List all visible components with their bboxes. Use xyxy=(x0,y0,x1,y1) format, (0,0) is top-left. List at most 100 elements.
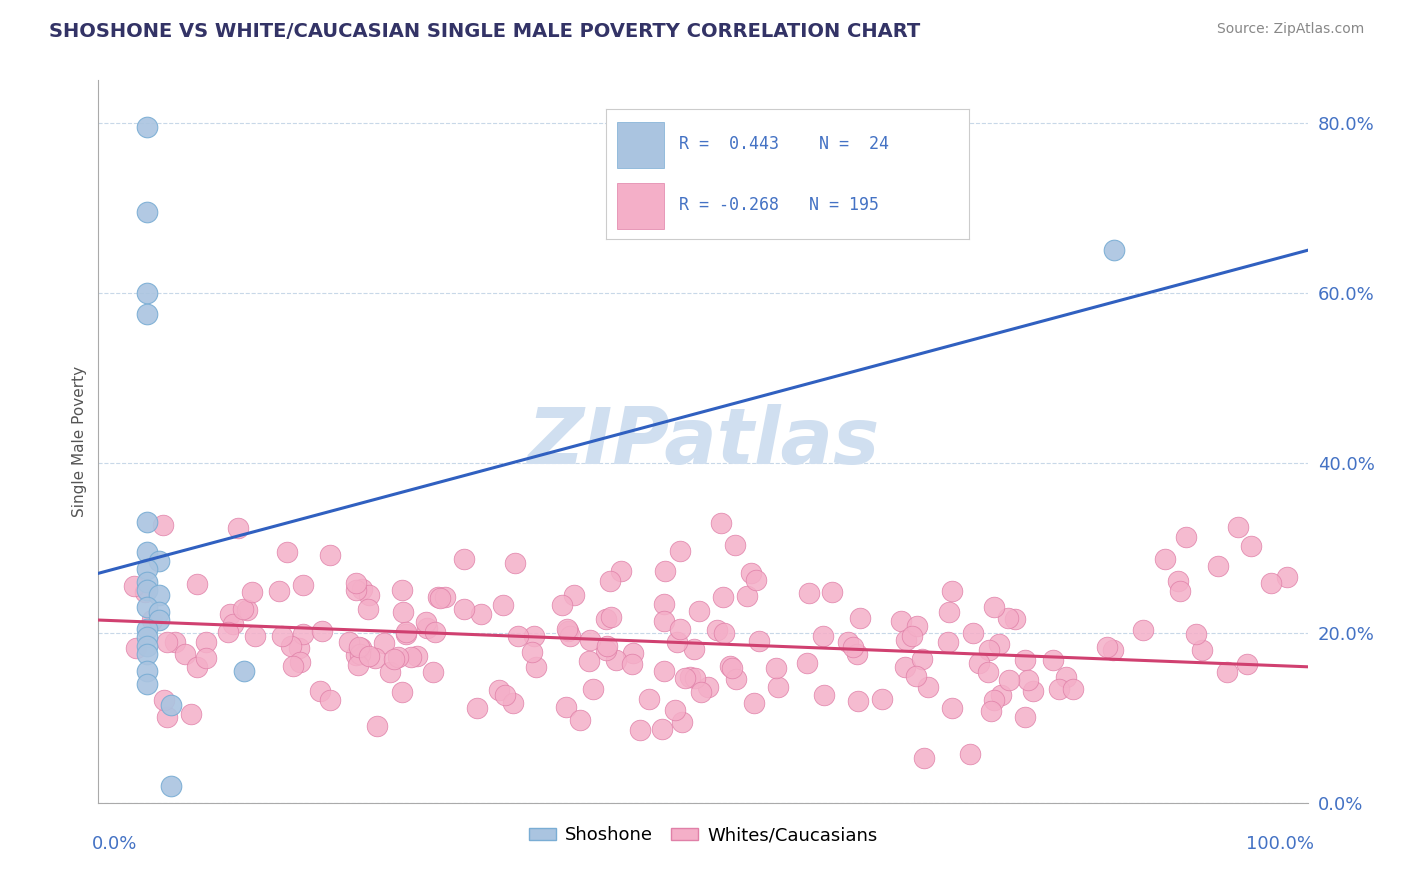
Point xyxy=(236,603,259,617)
Point xyxy=(599,574,621,589)
Point xyxy=(148,605,170,619)
Point xyxy=(652,664,675,678)
Point xyxy=(122,579,145,593)
Point xyxy=(1226,520,1249,534)
Point xyxy=(894,633,917,648)
Point xyxy=(941,700,963,714)
Point xyxy=(664,703,686,717)
Point xyxy=(195,635,218,649)
Point xyxy=(557,622,579,636)
Point xyxy=(1184,627,1206,641)
Point xyxy=(141,613,163,627)
Point xyxy=(652,597,675,611)
Point xyxy=(697,680,720,694)
Point xyxy=(391,605,413,619)
Point xyxy=(465,700,488,714)
Point xyxy=(426,590,449,604)
Point xyxy=(194,651,217,665)
Point xyxy=(319,692,342,706)
Point xyxy=(135,664,157,678)
Point xyxy=(245,629,267,643)
Point xyxy=(395,624,418,639)
Point xyxy=(599,609,621,624)
Point xyxy=(135,600,157,615)
Point xyxy=(820,585,842,599)
Point xyxy=(735,589,758,603)
Point xyxy=(311,624,333,639)
Point xyxy=(352,582,374,597)
Point xyxy=(912,751,935,765)
Point xyxy=(997,673,1019,687)
Point xyxy=(232,602,254,616)
Point xyxy=(288,641,311,656)
Point xyxy=(1014,653,1036,667)
Point xyxy=(665,635,688,649)
Point xyxy=(936,635,959,649)
Point xyxy=(1168,583,1191,598)
Point xyxy=(1042,653,1064,667)
Point xyxy=(347,640,370,655)
Point xyxy=(364,651,387,665)
Point xyxy=(689,685,711,699)
Point xyxy=(488,682,510,697)
Point xyxy=(621,657,644,671)
Point xyxy=(1017,673,1039,687)
Point xyxy=(560,629,582,643)
Point xyxy=(344,648,367,662)
Point xyxy=(1206,558,1229,573)
Point xyxy=(905,619,928,633)
Point xyxy=(416,621,439,635)
Point xyxy=(148,553,170,567)
Point xyxy=(1240,539,1263,553)
Point xyxy=(725,672,748,686)
Point xyxy=(673,671,696,685)
Point xyxy=(173,647,195,661)
Point xyxy=(163,635,186,649)
Point xyxy=(683,671,706,685)
Point xyxy=(813,688,835,702)
Point xyxy=(983,692,1005,706)
Point xyxy=(596,639,619,653)
Point xyxy=(1014,710,1036,724)
Point xyxy=(135,622,157,636)
Point xyxy=(391,685,413,699)
Point xyxy=(508,629,530,643)
Point xyxy=(290,655,312,669)
Point xyxy=(1236,657,1258,671)
Point xyxy=(1275,570,1298,584)
Point xyxy=(742,696,765,710)
Point xyxy=(337,635,360,649)
Point xyxy=(280,639,302,653)
Point xyxy=(148,588,170,602)
Point xyxy=(938,606,960,620)
Point xyxy=(344,576,367,591)
Point xyxy=(156,634,179,648)
Point xyxy=(1216,665,1239,680)
Point xyxy=(470,607,492,621)
Point xyxy=(976,665,998,679)
Point xyxy=(453,552,475,566)
Point xyxy=(309,683,332,698)
Point xyxy=(904,669,927,683)
Point xyxy=(135,574,157,589)
Text: ZIPatlas: ZIPatlas xyxy=(527,403,879,480)
Point xyxy=(1047,682,1070,697)
Point xyxy=(1167,574,1189,588)
Point xyxy=(980,705,1002,719)
Point xyxy=(941,584,963,599)
Text: Source: ZipAtlas.com: Source: ZipAtlas.com xyxy=(1216,22,1364,37)
Point xyxy=(595,612,617,626)
Point xyxy=(582,682,605,697)
Point xyxy=(135,562,157,576)
Point xyxy=(405,648,427,663)
Text: 0.0%: 0.0% xyxy=(93,835,138,854)
Point xyxy=(578,654,600,668)
Point xyxy=(967,656,990,670)
Point xyxy=(359,588,381,602)
Point xyxy=(271,629,294,643)
Point xyxy=(134,585,156,599)
Point xyxy=(724,538,747,552)
Point xyxy=(292,577,315,591)
Point xyxy=(267,583,290,598)
Point xyxy=(745,574,768,588)
